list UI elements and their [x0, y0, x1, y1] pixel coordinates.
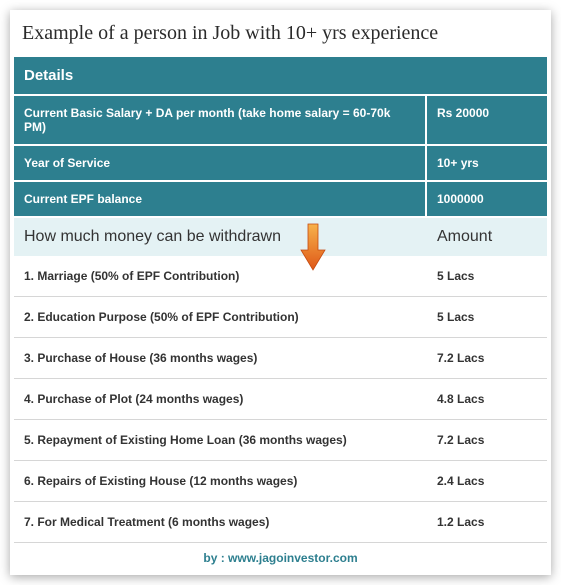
- withdrawal-label: 1. Marriage (50% of EPF Contribution): [14, 256, 427, 296]
- card-title: Example of a person in Job with 10+ yrs …: [14, 14, 547, 57]
- detail-label: Current EPF balance: [14, 182, 427, 216]
- withdrawal-row: 6. Repairs of Existing House (12 months …: [14, 461, 547, 502]
- withdrawal-row: 4. Purchase of Plot (24 months wages) 4.…: [14, 379, 547, 420]
- withdrawal-header-row: How much money can be withdrawn Amount: [14, 218, 547, 256]
- withdrawal-header-amount: Amount: [427, 218, 547, 256]
- withdrawal-value: 5 Lacs: [427, 297, 547, 337]
- withdrawal-row: 1. Marriage (50% of EPF Contribution) 5 …: [14, 256, 547, 297]
- detail-label: Year of Service: [14, 146, 427, 180]
- withdrawal-header-label: How much money can be withdrawn: [14, 218, 427, 256]
- withdrawal-row: 2. Education Purpose (50% of EPF Contrib…: [14, 297, 547, 338]
- withdrawal-label: 7. For Medical Treatment (6 months wages…: [14, 502, 427, 542]
- withdrawal-row: 3. Purchase of House (36 months wages) 7…: [14, 338, 547, 379]
- detail-value: 10+ yrs: [427, 146, 547, 180]
- attribution-text: by : www.jagoinvestor.com: [14, 543, 547, 567]
- detail-row: Current Basic Salary + DA per month (tak…: [14, 96, 547, 146]
- withdrawal-value: 4.8 Lacs: [427, 379, 547, 419]
- withdrawal-value: 7.2 Lacs: [427, 338, 547, 378]
- info-card: Example of a person in Job with 10+ yrs …: [10, 10, 551, 575]
- withdrawal-label: 5. Repayment of Existing Home Loan (36 m…: [14, 420, 427, 460]
- withdrawal-row: 5. Repayment of Existing Home Loan (36 m…: [14, 420, 547, 461]
- detail-value: Rs 20000: [427, 96, 547, 144]
- withdrawal-label: 6. Repairs of Existing House (12 months …: [14, 461, 427, 501]
- withdrawal-label: 2. Education Purpose (50% of EPF Contrib…: [14, 297, 427, 337]
- detail-value: 1000000: [427, 182, 547, 216]
- withdrawal-label: 4. Purchase of Plot (24 months wages): [14, 379, 427, 419]
- withdrawal-value: 1.2 Lacs: [427, 502, 547, 542]
- withdrawal-value: 7.2 Lacs: [427, 420, 547, 460]
- withdrawal-label: 3. Purchase of House (36 months wages): [14, 338, 427, 378]
- withdrawal-value: 5 Lacs: [427, 256, 547, 296]
- detail-row: Year of Service 10+ yrs: [14, 146, 547, 182]
- detail-row: Current EPF balance 1000000: [14, 182, 547, 218]
- detail-label: Current Basic Salary + DA per month (tak…: [14, 96, 427, 144]
- withdrawal-value: 2.4 Lacs: [427, 461, 547, 501]
- details-header: Details: [14, 57, 547, 96]
